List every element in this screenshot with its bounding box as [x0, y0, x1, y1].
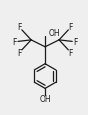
Text: F: F: [17, 23, 22, 32]
Text: F: F: [68, 49, 73, 58]
Text: OH: OH: [49, 29, 61, 38]
Text: F: F: [13, 38, 17, 46]
Text: F: F: [17, 49, 22, 58]
Text: F: F: [68, 23, 73, 32]
Text: OH: OH: [39, 94, 51, 103]
Text: F: F: [73, 38, 78, 46]
